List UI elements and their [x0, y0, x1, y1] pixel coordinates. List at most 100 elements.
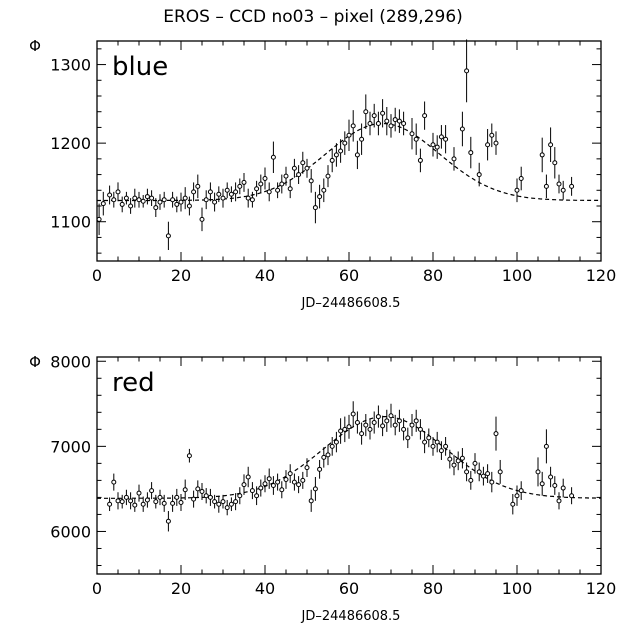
data-point — [141, 199, 145, 203]
data-point — [519, 177, 523, 181]
data-point — [196, 487, 200, 491]
data-point — [460, 456, 464, 460]
data-point — [402, 122, 406, 126]
data-point — [381, 111, 385, 115]
data-point — [187, 454, 191, 458]
data-point — [242, 180, 246, 184]
data-point — [171, 501, 175, 505]
data-point — [129, 204, 133, 208]
data-point — [549, 475, 553, 479]
data-point — [301, 478, 305, 482]
data-point — [481, 474, 485, 478]
data-point — [183, 488, 187, 492]
data-point — [515, 494, 519, 498]
data-point — [486, 143, 490, 147]
data-point — [255, 494, 259, 498]
data-point — [410, 423, 414, 427]
data-point — [213, 200, 217, 204]
data-point — [494, 141, 498, 145]
y-tick-label: 1200 — [50, 134, 91, 153]
data-point — [372, 421, 376, 425]
data-point — [364, 423, 368, 427]
data-point — [280, 182, 284, 186]
x-tick-label: 120 — [586, 579, 617, 598]
data-point — [477, 173, 481, 177]
plot-frame — [97, 357, 601, 574]
data-point — [280, 488, 284, 492]
data-point — [330, 444, 334, 448]
data-point — [288, 472, 292, 476]
data-point — [465, 470, 469, 474]
data-point — [137, 198, 141, 202]
data-point — [171, 198, 175, 202]
data-point — [141, 502, 145, 506]
data-point — [570, 184, 574, 188]
data-point — [221, 500, 225, 504]
y-axis-label: Φ — [29, 37, 41, 55]
data-point — [540, 153, 544, 157]
data-point — [376, 122, 380, 126]
data-point — [101, 202, 105, 206]
data-point — [284, 478, 288, 482]
data-point — [192, 190, 196, 194]
data-point — [330, 158, 334, 162]
data-point — [179, 501, 183, 505]
data-point — [124, 196, 128, 200]
data-point — [145, 195, 149, 199]
x-axis-label: JD–24486608.5 — [301, 296, 401, 311]
data-point — [187, 204, 191, 208]
x-tick-label: 80 — [423, 579, 443, 598]
data-point — [364, 110, 368, 114]
data-point — [469, 151, 473, 155]
data-point — [166, 234, 170, 238]
data-point — [145, 498, 149, 502]
data-point — [221, 196, 225, 200]
data-point — [288, 187, 292, 191]
data-point — [456, 459, 460, 463]
data-point — [267, 190, 271, 194]
data-point — [276, 480, 280, 484]
data-point — [515, 188, 519, 192]
x-tick-label: 40 — [255, 266, 275, 285]
data-point — [381, 424, 385, 428]
data-point — [570, 494, 574, 498]
x-tick-label: 100 — [502, 266, 533, 285]
data-point — [553, 161, 557, 165]
data-point — [389, 414, 393, 418]
data-point — [259, 182, 263, 186]
data-point — [393, 118, 397, 122]
data-point — [309, 179, 313, 183]
x-axis-label: JD–24486608.5 — [301, 609, 401, 624]
data-point — [116, 190, 120, 194]
x-tick-label: 40 — [255, 579, 275, 598]
data-point — [439, 449, 443, 453]
data-point — [431, 444, 435, 448]
data-point — [297, 483, 301, 487]
data-point — [372, 114, 376, 118]
data-point — [112, 198, 116, 202]
data-point — [355, 153, 359, 157]
data-point — [427, 436, 431, 440]
data-point — [154, 500, 158, 504]
x-tick-label: 0 — [92, 579, 102, 598]
data-point — [393, 423, 397, 427]
data-point — [544, 184, 548, 188]
x-tick-label: 80 — [423, 266, 443, 285]
data-point — [246, 196, 250, 200]
y-tick-label: 8000 — [50, 352, 91, 371]
data-point — [158, 495, 162, 499]
data-point — [519, 489, 523, 493]
data-point — [490, 133, 494, 137]
data-point — [292, 166, 296, 170]
blue-panel: 0 20 40 60 80 100 120 1100 1200 1300 Φ JD–24486608.… — [29, 37, 616, 311]
data-point — [339, 429, 343, 433]
data-point — [97, 217, 101, 221]
x-tick-label: 100 — [502, 579, 533, 598]
data-point — [267, 477, 271, 481]
data-point — [238, 494, 242, 498]
data-point — [225, 188, 229, 192]
data-point — [204, 494, 208, 498]
data-point — [473, 461, 477, 465]
data-point — [208, 495, 212, 499]
